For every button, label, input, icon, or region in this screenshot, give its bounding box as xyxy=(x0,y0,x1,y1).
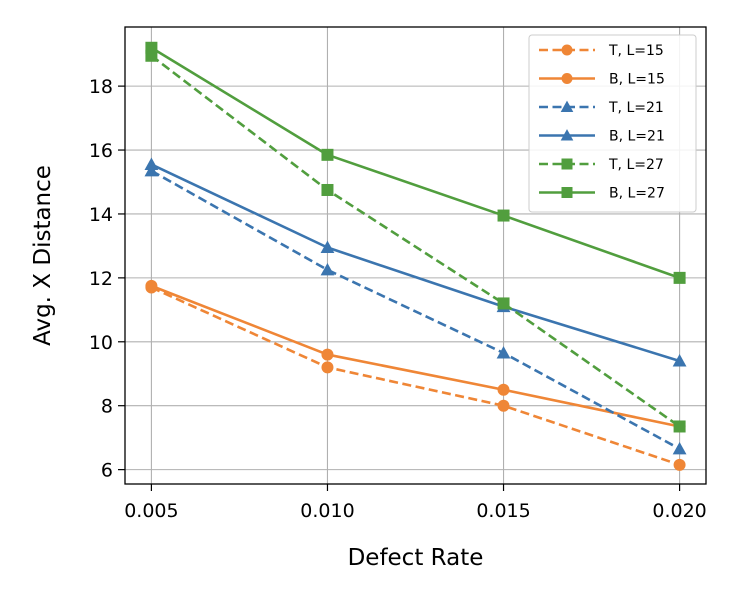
data-point xyxy=(144,157,159,170)
legend-entry: T, L=15 xyxy=(539,43,664,59)
plot-frame xyxy=(124,26,707,485)
y-tick-label: 6 xyxy=(101,460,113,482)
data-point xyxy=(145,41,158,54)
series-line xyxy=(150,284,680,428)
y-axis: 6 8 10 12 14 16 18 xyxy=(89,76,125,482)
x-tick-label: 0.005 xyxy=(124,500,178,522)
data-point xyxy=(497,297,510,310)
y-tick-label: 8 xyxy=(101,396,113,418)
legend-entry: T, L=27 xyxy=(539,157,664,173)
data-point xyxy=(321,183,334,196)
legend-marker xyxy=(561,73,573,84)
series-line xyxy=(150,46,681,280)
data-point xyxy=(145,279,158,292)
data-point xyxy=(144,163,159,177)
series-b-l-15 xyxy=(145,279,686,433)
x-axis-title: Defect Rate xyxy=(348,545,484,571)
legend-marker xyxy=(560,100,574,113)
series-line xyxy=(150,286,681,467)
legend-label: B, L=15 xyxy=(609,72,665,88)
x-tick-label: 0.020 xyxy=(652,500,706,522)
data-point xyxy=(320,240,335,254)
series-b-l-27 xyxy=(145,41,686,284)
series-line xyxy=(150,163,680,363)
legend-marker xyxy=(560,129,574,141)
series-t-l-27 xyxy=(145,49,686,433)
series-layer xyxy=(144,41,687,471)
y-tick-label: 10 xyxy=(89,332,113,354)
series-line xyxy=(150,54,681,428)
x-tick-label: 0.015 xyxy=(476,500,530,522)
data-point xyxy=(673,420,686,433)
x-axis: 0.005 0.010 0.015 0.020 xyxy=(124,484,707,522)
x-tick-label: 0.010 xyxy=(300,500,354,522)
data-point xyxy=(496,346,511,359)
data-point xyxy=(673,271,686,284)
data-point xyxy=(320,262,335,276)
y-tick-label: 14 xyxy=(89,204,113,226)
legend-label: T, L=15 xyxy=(608,43,664,59)
data-point xyxy=(497,383,510,396)
legend-marker xyxy=(561,44,573,56)
data-point xyxy=(497,399,510,412)
data-point xyxy=(321,148,334,161)
y-tick-label: 16 xyxy=(89,140,113,162)
legend: T, L=15 B, L=15 T, L=21 B, L=21 T, L=27 B, L=… xyxy=(528,34,697,213)
data-point xyxy=(672,441,687,455)
y-tick-label: 12 xyxy=(89,268,113,290)
legend-marker xyxy=(561,187,573,198)
legend-entry: T, L=21 xyxy=(539,100,664,116)
legend-label: T, L=27 xyxy=(608,157,664,173)
data-point xyxy=(321,361,334,374)
data-point xyxy=(673,458,686,471)
legend-label: T, L=21 xyxy=(608,100,664,116)
series-b-l-21 xyxy=(144,157,687,367)
legend-marker xyxy=(561,158,573,170)
data-point xyxy=(321,348,334,361)
legend-entry: B, L=27 xyxy=(539,186,665,202)
series-t-l-21 xyxy=(144,163,687,455)
legend-entry: B, L=21 xyxy=(539,129,665,145)
data-point xyxy=(672,354,687,367)
data-point xyxy=(497,209,510,222)
series-t-l-15 xyxy=(145,281,686,471)
y-axis-title: Avg. X Distance xyxy=(30,165,56,346)
legend-label: B, L=27 xyxy=(609,186,665,202)
legend-entry: B, L=15 xyxy=(539,72,665,88)
series-line xyxy=(150,169,681,450)
y-tick-label: 18 xyxy=(89,76,113,98)
legend-label: B, L=21 xyxy=(609,129,665,145)
